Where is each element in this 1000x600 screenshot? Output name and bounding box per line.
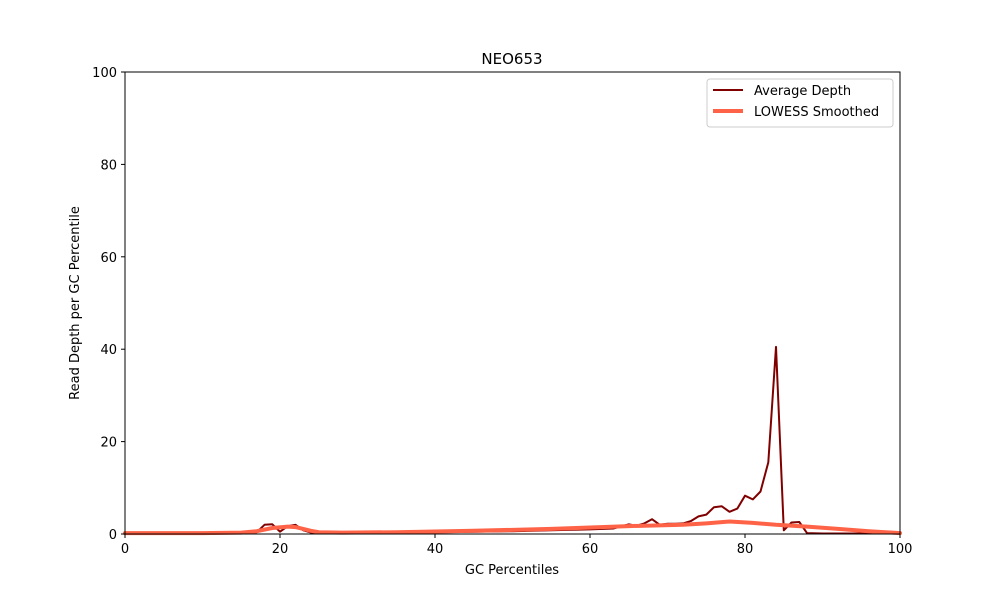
x-tick-label: 60 (582, 542, 599, 557)
y-axis-ticks: 0 20 40 60 80 100 (92, 66, 125, 543)
axes-frame (124, 71, 901, 535)
x-axis-ticks: 0 20 40 60 80 100 (121, 534, 913, 557)
legend-label-lowess-smoothed: LOWESS Smoothed (754, 105, 879, 120)
y-tick-label: 100 (92, 66, 117, 81)
y-tick-label: 20 (100, 436, 117, 451)
series-line-lowess-smoothed (123, 519, 902, 536)
y-tick-label: 40 (100, 343, 117, 358)
y-tick-label: 60 (100, 251, 117, 266)
x-tick-label: 80 (737, 542, 754, 557)
y-tick-label: 0 (109, 528, 117, 543)
legend-label-average-depth: Average Depth (754, 84, 851, 99)
plot-area: 0 20 40 60 80 100 0 20 40 60 80 100 (92, 66, 912, 557)
y-tick-label: 80 (100, 158, 117, 173)
chart-title: NEO653 (481, 50, 542, 68)
x-tick-label: 0 (121, 542, 129, 557)
x-tick-label: 40 (427, 542, 444, 557)
legend-box (706, 78, 894, 128)
x-axis-label: GC Percentiles (465, 563, 559, 578)
x-tick-label: 20 (272, 542, 289, 557)
y-axis-label: Read Depth per GC Percentile (68, 206, 83, 400)
x-tick-label: 100 (888, 542, 913, 557)
series-line-average-depth (124, 345, 901, 535)
series-layer (123, 345, 902, 536)
legend: Average Depth LOWESS Smoothed (706, 78, 894, 128)
